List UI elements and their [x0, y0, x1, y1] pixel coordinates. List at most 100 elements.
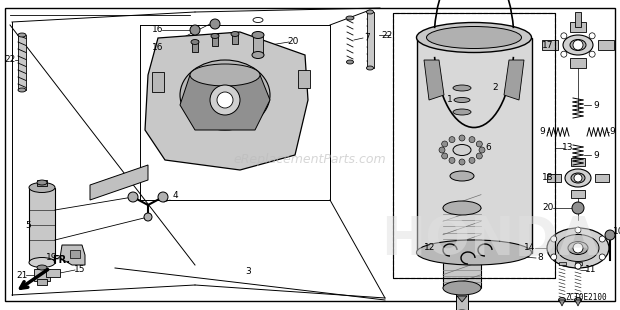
Circle shape — [600, 254, 605, 260]
Circle shape — [605, 230, 615, 240]
Ellipse shape — [453, 144, 471, 156]
Circle shape — [449, 137, 455, 143]
Polygon shape — [60, 245, 85, 265]
Circle shape — [210, 19, 220, 29]
Ellipse shape — [427, 26, 521, 48]
Bar — [575, 12, 581, 27]
Ellipse shape — [557, 234, 599, 262]
Bar — [547, 174, 561, 182]
Polygon shape — [145, 32, 308, 170]
Ellipse shape — [29, 258, 55, 268]
Ellipse shape — [195, 73, 255, 117]
Text: 14: 14 — [525, 243, 536, 253]
Ellipse shape — [366, 10, 373, 14]
Bar — [37, 179, 47, 185]
Circle shape — [128, 192, 138, 202]
Text: 22: 22 — [381, 30, 392, 39]
Text: 3: 3 — [245, 268, 251, 277]
Bar — [34, 268, 50, 281]
Ellipse shape — [450, 171, 474, 181]
Bar — [212, 34, 218, 46]
Circle shape — [479, 147, 485, 153]
Circle shape — [561, 51, 567, 57]
Circle shape — [469, 157, 475, 163]
Bar — [232, 32, 238, 44]
Ellipse shape — [180, 60, 270, 130]
Ellipse shape — [563, 35, 593, 55]
Ellipse shape — [252, 51, 264, 59]
Bar — [570, 58, 586, 68]
Circle shape — [441, 153, 448, 159]
Circle shape — [561, 33, 567, 39]
Bar — [450, 150, 474, 176]
Text: 9: 9 — [539, 127, 545, 136]
Bar — [575, 262, 582, 265]
Text: FR.: FR. — [52, 255, 70, 265]
Text: 1: 1 — [447, 95, 453, 104]
Polygon shape — [504, 60, 524, 100]
Bar — [595, 174, 609, 182]
Circle shape — [449, 157, 455, 163]
Circle shape — [217, 92, 233, 108]
Ellipse shape — [575, 298, 582, 303]
Polygon shape — [180, 75, 270, 130]
Bar — [393, 13, 555, 278]
Text: 16: 16 — [153, 43, 164, 52]
Polygon shape — [424, 60, 444, 100]
Circle shape — [572, 202, 584, 214]
Ellipse shape — [453, 109, 471, 115]
Text: 9: 9 — [609, 127, 615, 136]
Circle shape — [144, 213, 152, 221]
Text: 21: 21 — [16, 271, 28, 280]
Ellipse shape — [443, 281, 481, 295]
Ellipse shape — [231, 32, 239, 37]
Circle shape — [589, 51, 595, 57]
Text: 9: 9 — [593, 150, 599, 160]
Text: 12: 12 — [424, 243, 436, 253]
Ellipse shape — [252, 32, 264, 38]
Circle shape — [441, 141, 448, 147]
Ellipse shape — [453, 85, 471, 91]
Text: 5: 5 — [25, 220, 31, 229]
Bar — [456, 285, 468, 310]
Ellipse shape — [37, 265, 47, 270]
Ellipse shape — [547, 228, 609, 268]
Ellipse shape — [18, 33, 26, 37]
Ellipse shape — [29, 183, 55, 193]
Bar — [18, 35, 26, 90]
Circle shape — [589, 33, 595, 39]
Circle shape — [190, 25, 200, 35]
Bar — [542, 40, 558, 50]
Text: 13: 13 — [562, 144, 574, 153]
Bar — [366, 12, 373, 68]
Ellipse shape — [570, 39, 586, 51]
Circle shape — [459, 159, 465, 165]
Text: 11: 11 — [585, 265, 596, 274]
Bar — [253, 33, 263, 55]
Text: HONDA: HONDA — [381, 214, 599, 266]
Bar — [571, 190, 585, 198]
Ellipse shape — [211, 33, 219, 38]
Polygon shape — [559, 300, 565, 306]
Ellipse shape — [568, 241, 588, 255]
Ellipse shape — [444, 139, 480, 161]
Bar — [598, 40, 614, 50]
Circle shape — [575, 263, 581, 269]
Bar — [393, 13, 555, 278]
Ellipse shape — [446, 95, 478, 105]
Bar — [417, 38, 531, 253]
Text: 6: 6 — [485, 144, 491, 153]
Polygon shape — [90, 165, 148, 200]
Ellipse shape — [191, 39, 199, 45]
Ellipse shape — [559, 298, 565, 303]
Text: 19: 19 — [46, 254, 58, 263]
Text: 8: 8 — [537, 254, 543, 263]
Bar — [29, 188, 55, 263]
Text: 7: 7 — [364, 33, 370, 42]
Circle shape — [575, 227, 581, 233]
Ellipse shape — [417, 23, 531, 52]
Circle shape — [573, 40, 583, 50]
Text: 2: 2 — [492, 83, 498, 92]
Circle shape — [439, 147, 445, 153]
Text: 16: 16 — [153, 25, 164, 34]
